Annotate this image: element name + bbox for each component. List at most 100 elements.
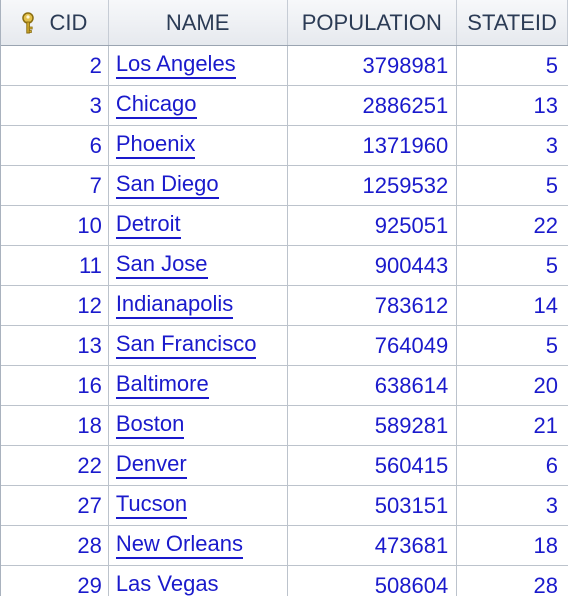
cell-cid[interactable]: 2 [1,46,109,85]
table-row[interactable]: 29 Las Vegas 508604 28 [1,566,568,596]
cell-cid[interactable]: 16 [1,366,109,405]
population-value: 1371960 [362,132,449,158]
city-name-link[interactable]: Las Vegas [116,572,219,596]
cell-cid[interactable]: 28 [1,526,109,565]
cell-cid[interactable]: 12 [1,286,109,325]
cell-name[interactable]: Denver [109,446,288,485]
cell-population[interactable]: 783612 [288,286,458,325]
stateid-value: 3 [545,492,559,518]
city-name-link[interactable]: Boston [115,412,185,439]
cell-stateid[interactable]: 22 [457,206,568,245]
cell-cid[interactable]: 18 [1,406,109,445]
cell-population[interactable]: 473681 [288,526,458,565]
column-header-name[interactable]: NAME [109,0,288,45]
column-header-cid[interactable]: CID [1,0,109,45]
table-row[interactable]: 16 Baltimore 638614 20 [1,366,568,406]
stateid-value: 5 [545,332,559,358]
table-row[interactable]: 10 Detroit 925051 22 [1,206,568,246]
table-row[interactable]: 22 Denver 560415 6 [1,446,568,486]
cell-population[interactable]: 560415 [288,446,458,485]
table-row[interactable]: 3 Chicago 2886251 13 [1,86,568,126]
cell-stateid[interactable]: 6 [457,446,568,485]
table-row[interactable]: 6 Phoenix 1371960 3 [1,126,568,166]
city-name-link[interactable]: New Orleans [115,532,243,559]
cell-stateid[interactable]: 20 [457,366,568,405]
cell-name[interactable]: Boston [109,406,288,445]
city-name-link[interactable]: San Francisco [115,332,257,359]
table-row[interactable]: 2 Los Angeles 3798981 5 [1,46,568,86]
cell-cid[interactable]: 27 [1,486,109,525]
cell-population[interactable]: 503151 [288,486,458,525]
cell-stateid[interactable]: 28 [457,566,568,596]
cell-name[interactable]: San Jose [109,246,288,285]
cell-population[interactable]: 508604 [288,566,458,596]
cell-cid[interactable]: 22 [1,446,109,485]
population-value: 2886251 [362,92,449,118]
cell-population[interactable]: 764049 [288,326,458,365]
cell-name[interactable]: New Orleans [109,526,288,565]
city-name-link[interactable]: Chicago [115,92,197,119]
cell-stateid[interactable]: 5 [457,46,568,85]
table-row[interactable]: 27 Tucson 503151 3 [1,486,568,526]
cell-name[interactable]: Phoenix [109,126,288,165]
column-header-population[interactable]: POPULATION [288,0,458,45]
table-row[interactable]: 12 Indianapolis 783612 14 [1,286,568,326]
cell-name[interactable]: Indianapolis [109,286,288,325]
city-name-link[interactable]: Phoenix [115,132,196,159]
city-name-link[interactable]: Tucson [115,492,188,519]
cell-name[interactable]: Chicago [109,86,288,125]
table-row[interactable]: 11 San Jose 900443 5 [1,246,568,286]
cell-cid[interactable]: 6 [1,126,109,165]
table-row[interactable]: 28 New Orleans 473681 18 [1,526,568,566]
cell-name[interactable]: San Diego [109,166,288,205]
cell-cid[interactable]: 29 [1,566,109,596]
population-value: 764049 [374,332,449,358]
table-row[interactable]: 7 San Diego 1259532 5 [1,166,568,206]
cell-stateid[interactable]: 3 [457,486,568,525]
cell-population[interactable]: 925051 [288,206,458,245]
cell-name[interactable]: Baltimore [109,366,288,405]
population-value: 473681 [374,532,449,558]
city-name-link[interactable]: Baltimore [115,372,209,399]
cell-population[interactable]: 3798981 [288,46,458,85]
city-name-link[interactable]: Los Angeles [115,52,236,79]
cell-cid[interactable]: 3 [1,86,109,125]
cell-cid[interactable]: 7 [1,166,109,205]
cell-name[interactable]: Los Angeles [109,46,288,85]
cell-stateid[interactable]: 5 [457,326,568,365]
key-icon [22,12,34,34]
cell-name[interactable]: Detroit [109,206,288,245]
cell-stateid[interactable]: 13 [457,86,568,125]
cid-value: 12 [77,292,102,318]
city-name-link[interactable]: Indianapolis [115,292,234,319]
cell-population[interactable]: 589281 [288,406,458,445]
cell-name[interactable]: Tucson [109,486,288,525]
cell-cid[interactable]: 11 [1,246,109,285]
cell-stateid[interactable]: 5 [457,246,568,285]
cell-stateid[interactable]: 21 [457,406,568,445]
cell-population[interactable]: 638614 [288,366,458,405]
cid-value: 27 [77,492,102,518]
column-header-stateid[interactable]: STATEID [457,0,568,45]
city-name-link[interactable]: Detroit [115,212,181,239]
cell-stateid[interactable]: 14 [457,286,568,325]
cell-stateid[interactable]: 18 [457,526,568,565]
stateid-value: 20 [533,372,559,398]
cell-stateid[interactable]: 5 [457,166,568,205]
city-name-link[interactable]: San Jose [115,252,208,279]
cell-stateid[interactable]: 3 [457,126,568,165]
cell-cid[interactable]: 10 [1,206,109,245]
cell-name[interactable]: San Francisco [109,326,288,365]
cell-population[interactable]: 2886251 [288,86,458,125]
city-name-link[interactable]: San Diego [115,172,219,199]
table-row[interactable]: 18 Boston 589281 21 [1,406,568,446]
stateid-value: 5 [545,52,559,78]
table-row[interactable]: 13 San Francisco 764049 5 [1,326,568,366]
city-name-link[interactable]: Denver [115,452,187,479]
cell-cid[interactable]: 13 [1,326,109,365]
cell-population[interactable]: 1371960 [288,126,458,165]
cell-population[interactable]: 900443 [288,246,458,285]
cell-population[interactable]: 1259532 [288,166,458,205]
cell-name[interactable]: Las Vegas [109,566,288,596]
